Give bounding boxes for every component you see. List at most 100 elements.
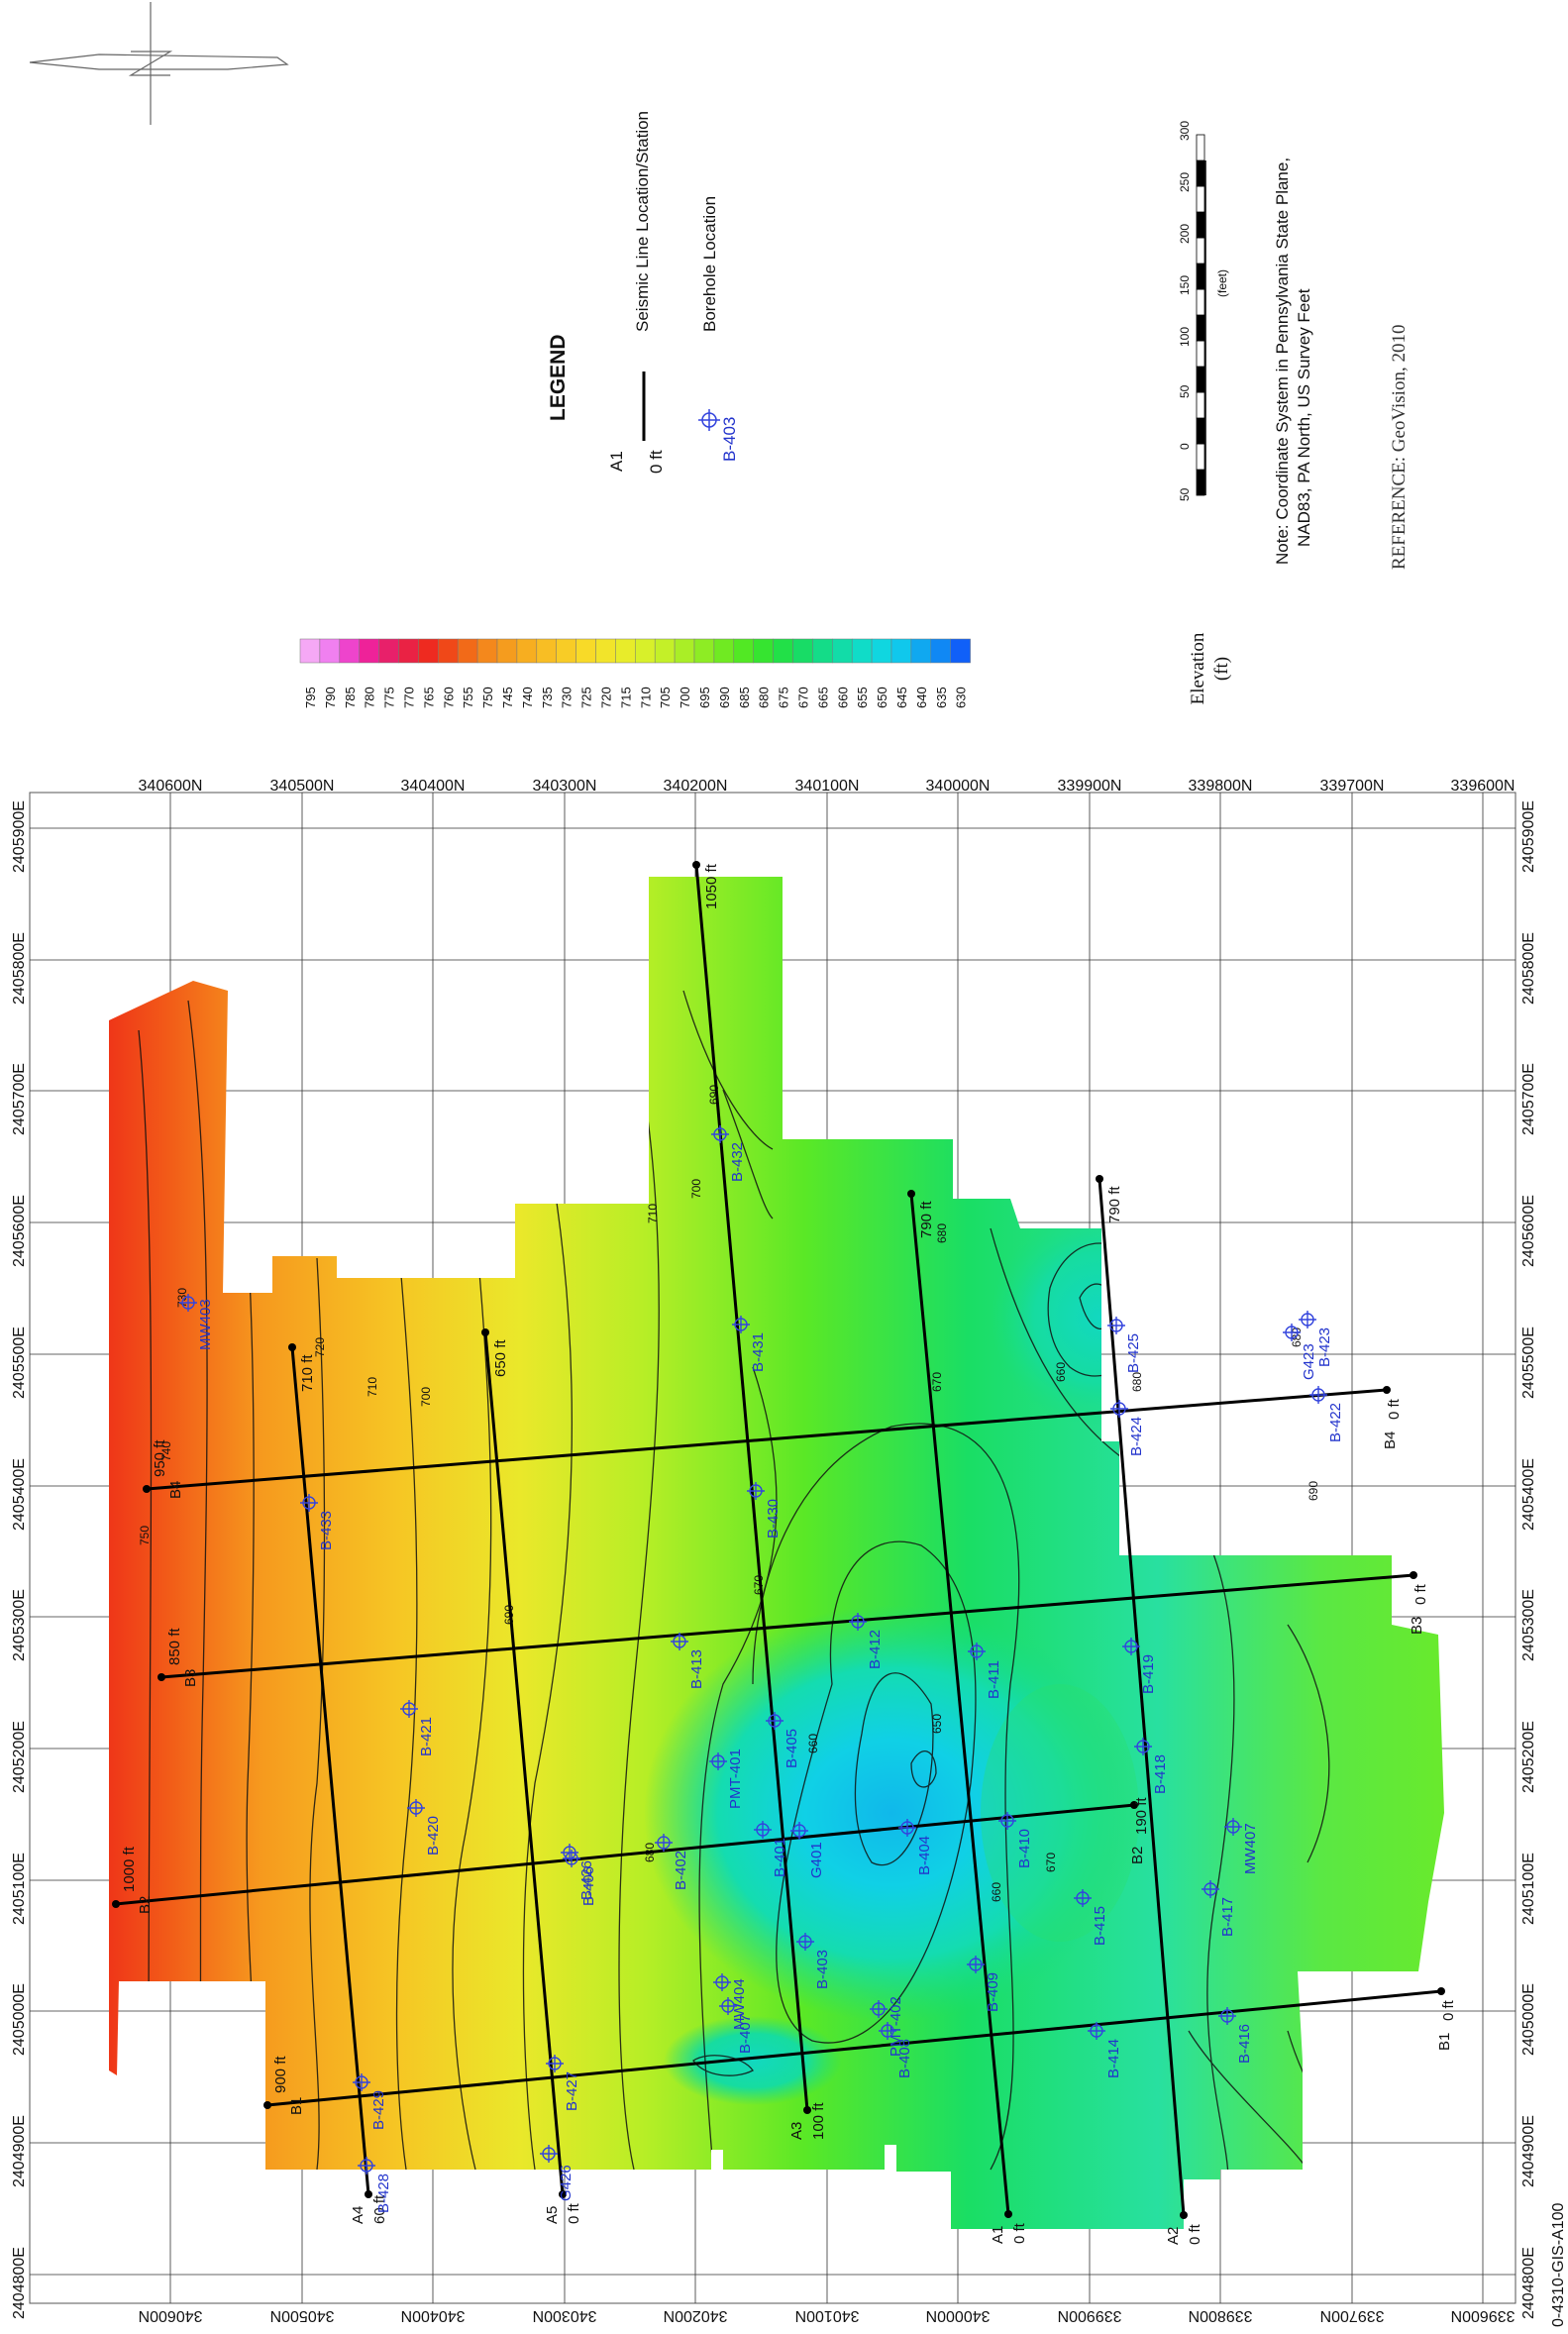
- scale-bar-segment: [1196, 443, 1205, 471]
- boreholes: MW403 B-433 B-421 B-420 B-426 B-427 B-428 B-429…: [179, 1125, 1344, 2213]
- colorbar-swatch: [654, 638, 676, 664]
- borehole-marker-icon: [407, 1799, 425, 1817]
- seismic-station-start: 0 ft: [1011, 2222, 1028, 2244]
- borehole-label: B-426: [578, 1860, 595, 1900]
- contour-label: 660: [806, 1734, 820, 1753]
- colorbar-title: Elevation: [1188, 632, 1208, 704]
- colorbar-level-label: 630: [954, 687, 969, 708]
- easting-label-left: 2404900E: [11, 2115, 28, 2187]
- borehole-marker-icon: [790, 1822, 808, 1840]
- drawing-id: 0-4310-GIS-A100: [1550, 2202, 1567, 2327]
- colorbar-level-label: 660: [835, 687, 850, 708]
- seismic-line-name: A1: [990, 2226, 1006, 2244]
- northing-label-top: 339800N: [1189, 778, 1253, 795]
- borehole-label: B-421: [418, 1717, 435, 1756]
- borehole-label: B-433: [318, 1511, 335, 1550]
- colorbar-level-label: 790: [323, 687, 338, 708]
- colorbar-swatch: [299, 638, 321, 664]
- seismic-line: [909, 1193, 1010, 2215]
- seismic-station-end: 900 ft: [272, 2056, 289, 2093]
- contour-label: 650: [930, 1714, 944, 1734]
- contour-label: 710: [366, 1377, 379, 1397]
- seismic-station-end: 950 ft: [152, 1439, 168, 1477]
- borehole-label: B-420: [425, 1816, 442, 1856]
- scale-bar-label: 250: [1178, 172, 1192, 192]
- scale-bar-segment: [1196, 340, 1205, 368]
- borehole-label: B-404: [916, 1836, 933, 1875]
- legend: LEGEND A1 0 ft Seismic Line Location/Sta…: [547, 111, 739, 474]
- borehole-marker-icon: [870, 2000, 888, 2018]
- colorbar-level-label: 745: [500, 687, 515, 708]
- northing-label-top: 339700N: [1320, 778, 1385, 795]
- colorbar-swatch: [674, 638, 695, 664]
- easting-label-right: 2405200E: [1520, 1721, 1537, 1793]
- borehole-marker-icon: [1309, 1386, 1327, 1404]
- scale-bar-segment: [1196, 134, 1205, 161]
- borehole-marker-icon: [711, 1125, 729, 1143]
- colorbar-swatch: [438, 638, 459, 664]
- borehole-label: B-413: [688, 1649, 705, 1689]
- borehole-label: B-417: [1219, 1897, 1236, 1937]
- contour-label: 690: [707, 1085, 721, 1105]
- seismic-line-endpoint: [112, 1900, 120, 1908]
- borehole-marker-icon: [1218, 2007, 1236, 2025]
- borehole-label: PMT-401: [727, 1749, 744, 1809]
- borehole-marker-icon: [563, 1850, 580, 1867]
- colorbar-level-label: 665: [815, 687, 830, 708]
- colorbar-level-label: 670: [795, 687, 810, 708]
- borehole-marker-icon: [671, 1633, 688, 1650]
- contour-label: 690: [1307, 1481, 1320, 1501]
- scale-bar-label: 150: [1178, 275, 1192, 295]
- seismic-line-endpoint: [143, 1485, 151, 1493]
- northing-label-bottom: 340500N: [270, 2307, 335, 2324]
- borehole-label: B-422: [1327, 1403, 1344, 1442]
- borehole-marker-icon: [1299, 1311, 1316, 1328]
- colorbar-swatch: [792, 638, 813, 664]
- borehole-marker-icon: [1088, 2022, 1105, 2040]
- colorbar-level-label: 720: [598, 687, 613, 708]
- seismic-line-name: B1: [288, 2097, 305, 2115]
- seismic-line-name: B2: [137, 1896, 154, 1914]
- easting-label-left: 2405200E: [11, 1721, 28, 1793]
- colorbar-level-label: 645: [894, 687, 909, 708]
- borehole-label: PMT-402: [888, 1996, 904, 2057]
- seismic-line-endpoint: [157, 1673, 165, 1681]
- easting-label-right: 2405800E: [1520, 932, 1537, 1005]
- contour-label: 680: [935, 1223, 949, 1243]
- colorbar-level-label: 760: [441, 687, 456, 708]
- colorbar-swatch: [536, 638, 557, 664]
- colorbar-swatch: [890, 638, 912, 664]
- colorbar-level-label: 705: [658, 687, 673, 708]
- seismic-line-name: A4: [350, 2206, 366, 2224]
- borehole-label: B-425: [1125, 1333, 1142, 1373]
- seismic-station-end: 790 ft: [1106, 1186, 1123, 1223]
- colorbar-swatch: [418, 638, 439, 664]
- colorbar-swatch: [339, 638, 360, 664]
- contour-label: 700: [419, 1387, 433, 1407]
- contour-label: 660: [1054, 1362, 1068, 1382]
- colorbar-level-label: 775: [382, 687, 397, 708]
- colorbar-swatch: [930, 638, 951, 664]
- northing-label-top: 340200N: [664, 778, 728, 795]
- coordinate-note: Note: Coordinate System in Pennsylvania …: [1273, 158, 1313, 565]
- colorbar-swatch: [871, 638, 892, 664]
- seismic-line: [115, 1803, 1135, 1906]
- scale-bar-segment: [1196, 366, 1205, 393]
- borehole-marker-icon: [179, 1294, 197, 1312]
- borehole-label: MW404: [731, 1978, 748, 2030]
- borehole-marker-icon: [967, 1956, 985, 1973]
- northing-label-top: 339600N: [1451, 778, 1516, 795]
- easting-label-left: 2405700E: [11, 1063, 28, 1135]
- borehole-label: MW407: [1242, 1823, 1259, 1874]
- borehole-label: B-411: [986, 1660, 1002, 1699]
- colorbar-level-label: 640: [914, 687, 929, 708]
- easting-label-left: 2405600E: [11, 1195, 28, 1267]
- colorbar-level-label: 750: [480, 687, 495, 708]
- seismic-line-endpoint: [1437, 1987, 1445, 1995]
- contour-label: 710: [646, 1204, 660, 1223]
- colorbar-swatch: [832, 638, 853, 664]
- colorbar-swatch: [733, 638, 754, 664]
- borehole-label: B-410: [1016, 1829, 1033, 1868]
- borehole-label: B-429: [370, 2090, 387, 2130]
- seismic-line-endpoint: [365, 2190, 372, 2198]
